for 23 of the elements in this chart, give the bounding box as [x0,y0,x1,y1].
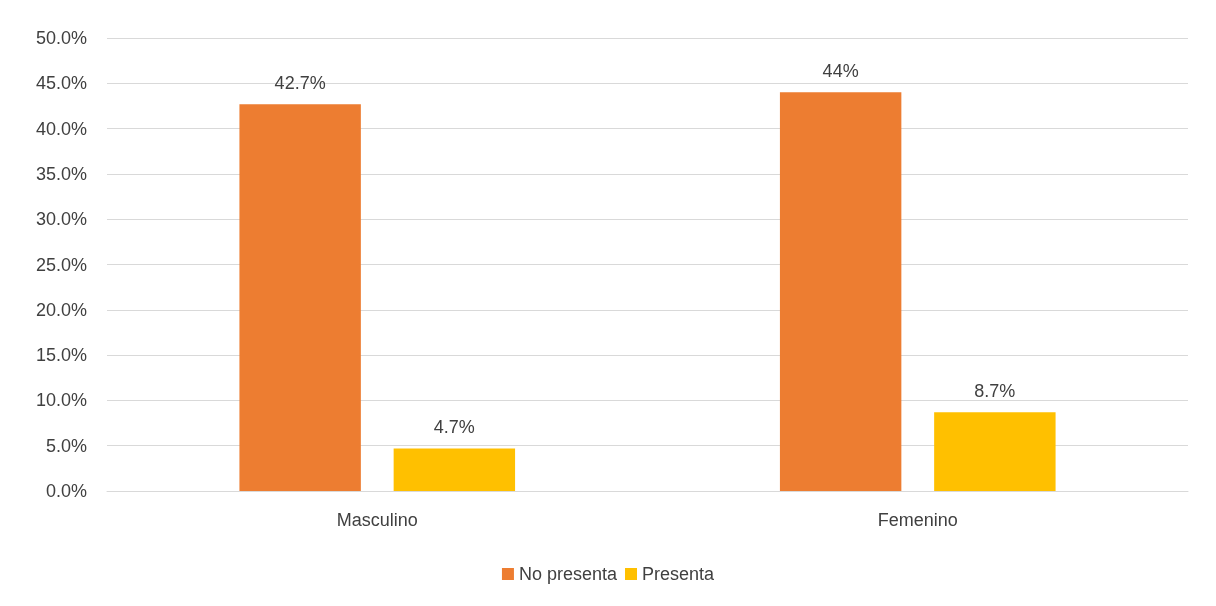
data-label: 44% [822,61,859,82]
legend-label: Presenta [642,564,716,584]
bar [393,448,516,491]
data-label: 4.7% [433,417,475,438]
y-tick-label: 15.0% [35,345,87,366]
y-tick-label: 20.0% [35,299,87,320]
data-label: 8.7% [974,381,1016,402]
y-tick-label: 45.0% [35,73,87,94]
y-tick-label: 35.0% [35,163,87,184]
y-tick-label: 10.0% [35,390,87,411]
data-label: 42.7% [274,73,326,94]
bar [239,104,361,491]
legend-label: No presenta [518,564,618,584]
x-tick-label: Femenino [877,510,958,530]
y-tick-label: 0.0% [45,481,87,501]
x-tick-label: Masculino [336,510,418,530]
y-tick-label: 30.0% [35,209,87,230]
y-tick-label: 5.0% [45,435,87,456]
y-tick-label: 25.0% [35,254,87,275]
y-tick-label: 40.0% [35,118,87,139]
bar [779,92,902,491]
bar [934,412,1056,491]
y-tick-label: 50.0% [35,28,87,48]
